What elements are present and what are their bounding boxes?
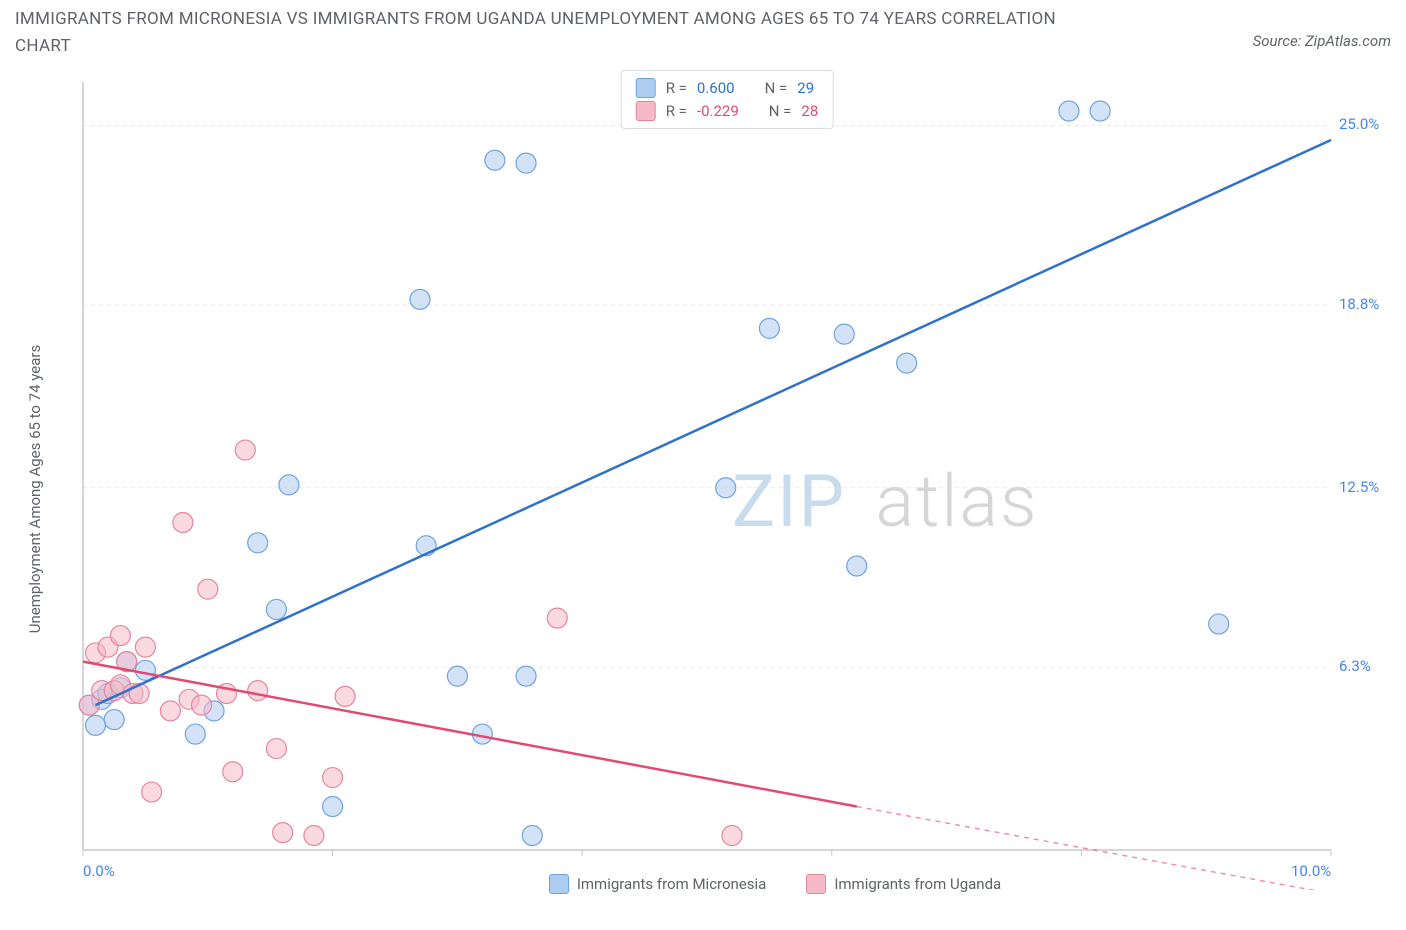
r-value: 0.600 <box>697 77 735 100</box>
swatch-icon <box>636 78 656 98</box>
legend-label: Immigrants from Uganda <box>834 875 1001 893</box>
chart-title: IMMIGRANTS FROM MICRONESIA VS IMMIGRANTS… <box>15 6 1115 60</box>
legend-item-micronesia: Immigrants from Micronesia <box>549 874 767 894</box>
y-tick-label: 18.8% <box>1339 295 1387 313</box>
series-legend: Immigrants from Micronesia Immigrants fr… <box>111 874 1406 894</box>
legend-label: Immigrants from Micronesia <box>577 875 767 893</box>
n-label: N = <box>769 100 792 123</box>
n-value: 29 <box>797 77 814 100</box>
legend-row-uganda: R = -0.229 N = 28 <box>636 100 819 123</box>
correlation-legend: R = 0.600 N = 29 R = -0.229 N = 28 <box>621 70 834 129</box>
swatch-icon <box>806 874 826 894</box>
n-value: 28 <box>801 100 818 123</box>
r-label: R = <box>666 77 687 100</box>
source-attribution: Source: ZipAtlas.com <box>1253 32 1391 50</box>
y-axis-label: Unemployment Among Ages 65 to 74 years <box>26 345 44 633</box>
chart-container: Unemployment Among Ages 65 to 74 years Z… <box>15 70 1391 890</box>
r-label: R = <box>666 100 687 123</box>
legend-row-micronesia: R = 0.600 N = 29 <box>636 77 819 100</box>
legend-item-uganda: Immigrants from Uganda <box>806 874 1001 894</box>
r-value: -0.229 <box>697 100 739 123</box>
y-tick-label: 6.3% <box>1339 657 1387 675</box>
swatch-icon <box>636 101 656 121</box>
scatter-plot-svg <box>63 70 1391 890</box>
y-tick-label: 12.5% <box>1339 478 1387 496</box>
n-label: N = <box>765 77 788 100</box>
swatch-icon <box>549 874 569 894</box>
y-tick-label: 25.0% <box>1339 115 1387 133</box>
plot-area: ZIP atlas R = 0.600 N = 29 R = -0.229 N … <box>63 70 1391 890</box>
